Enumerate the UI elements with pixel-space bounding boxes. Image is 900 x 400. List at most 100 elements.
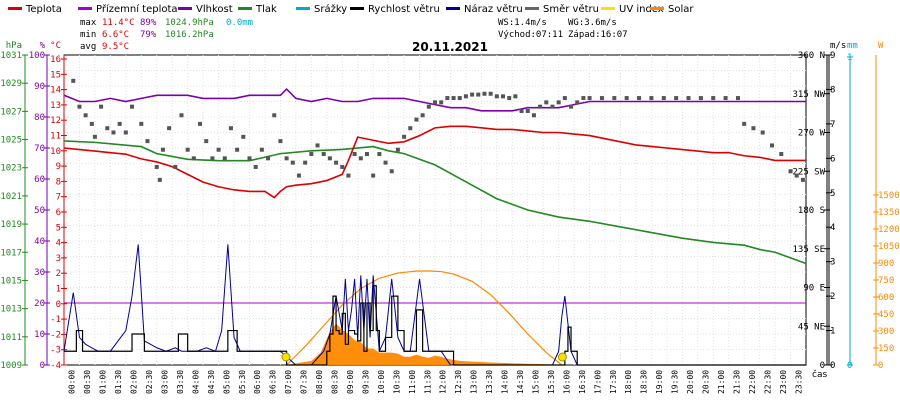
x-tick-label: 08:30	[331, 370, 340, 394]
humidity-axis-tick-label: 30	[34, 268, 45, 278]
stat-ws: WS:1.4m/s	[498, 18, 547, 28]
x-tick-label: 19:00	[655, 370, 664, 394]
x-tick-label: 23:30	[794, 370, 803, 394]
pressure-axis-tick-label: 1025	[0, 136, 22, 146]
wind-direction-point	[105, 126, 110, 131]
wind-direction-point	[315, 143, 320, 148]
solar-axis-tick-label: 450	[878, 310, 894, 320]
humidity-axis-tick-label: 70	[34, 144, 45, 154]
wind-direction-point	[334, 160, 339, 165]
series-solar-area	[286, 323, 562, 365]
temperature-axis-tick-label: 3	[56, 254, 61, 264]
wind-direction-point	[637, 96, 642, 101]
direction-axis-tick-label: 180 S	[798, 206, 825, 216]
wind-direction-point	[581, 96, 586, 101]
wind-direction-point	[160, 147, 165, 152]
wind-direction-point	[513, 94, 518, 99]
stat-min-label: min	[80, 30, 96, 40]
legend-label: Srážky	[314, 3, 347, 15]
direction-axis-tick-label: 360 N	[798, 51, 825, 61]
pressure-axis-tick-label: 1027	[0, 107, 22, 117]
wind-direction-point	[340, 164, 345, 169]
x-tick-label: 15:00	[531, 370, 540, 394]
x-tick-label: 20:30	[702, 370, 711, 394]
pressure-axis-tick-label: 1031	[0, 51, 22, 61]
rain-axis-tick-label: 1	[847, 53, 852, 63]
x-tick-label: 11:00	[408, 370, 417, 394]
series-temperature-line	[63, 125, 806, 199]
wind-direction-point	[482, 91, 487, 96]
wind-direction-point	[649, 96, 654, 101]
wind-direction-point	[476, 92, 481, 97]
wind-direction-point	[71, 78, 76, 83]
wind-direction-point	[154, 164, 159, 169]
legend-swatch	[601, 7, 615, 10]
wind-direction-point	[296, 173, 301, 178]
legend-swatch	[178, 7, 192, 10]
solar-axis-tick-label: 300	[878, 327, 894, 337]
wind-direction-point	[408, 126, 413, 131]
x-tick-label: 06:00	[253, 370, 262, 394]
temperature-axis-tick-label: 4	[56, 239, 61, 249]
pressure-axis-tick-label: 1009	[0, 361, 22, 371]
temperature-axis-tick-label: 7	[56, 193, 61, 203]
wind-direction-point	[117, 121, 122, 126]
x-tick-label: 06:30	[269, 370, 278, 394]
wind-direction-point	[216, 147, 221, 152]
wind-direction-point	[457, 96, 462, 101]
wind-direction-point	[327, 156, 332, 161]
x-tick-label: 03:30	[176, 370, 185, 394]
legend-swatch	[525, 7, 539, 10]
pressure-axis-tick-label: 1015	[0, 276, 22, 286]
wind-direction-point	[179, 113, 184, 118]
stat-sunrise: Východ:07:11	[498, 30, 563, 40]
humidity-axis-tick-label: 90	[34, 82, 45, 92]
wind-direction-point	[698, 96, 703, 101]
wind-direction-point	[123, 130, 128, 135]
wind-direction-point	[760, 130, 765, 135]
x-tick-label: 12:00	[439, 370, 448, 394]
x-tick-label: 07:00	[284, 370, 293, 394]
legend-label: Teplota	[25, 4, 62, 15]
wind-direction-point	[742, 121, 747, 126]
solar-axis-label: W	[878, 41, 884, 51]
wind-direction-point	[99, 104, 104, 109]
temperature-axis-tick-label: 14	[50, 86, 61, 96]
legend-label: Vlhkost	[196, 4, 233, 15]
x-tick-label: 22:30	[763, 370, 772, 394]
x-tick-label: 10:30	[392, 370, 401, 394]
sunrise-marker	[281, 352, 291, 362]
x-tick-label: 11:30	[423, 370, 432, 394]
wind-direction-point	[525, 108, 530, 113]
humidity-axis-label: %	[40, 41, 46, 51]
legend-label: UV index	[619, 4, 664, 15]
solar-axis-tick-label: 750	[878, 276, 894, 286]
x-tick-label: 16:00	[562, 370, 571, 394]
axes: hPa1031102910271025102310211019101710151…	[0, 41, 899, 371]
x-tick-label: 09:00	[346, 370, 355, 394]
pressure-axis-tick-label: 1023	[0, 164, 22, 174]
wind-axis-tick-label: 4	[830, 223, 835, 233]
temperature-axis-tick-label: 11	[50, 132, 61, 142]
wind-direction-point	[377, 152, 382, 157]
temperature-axis-tick-label: 0	[56, 300, 61, 310]
x-tick-label: 12:30	[454, 370, 463, 394]
temperature-axis-tick-label: -4	[50, 361, 61, 371]
x-tick-label: 15:30	[547, 370, 556, 394]
series-pressure-line	[63, 140, 807, 265]
direction-axis-tick-label: 315 NW	[792, 90, 825, 100]
wind-direction-point	[661, 96, 666, 101]
stat-max-label: max	[80, 18, 97, 28]
temperature-axis-tick-label: 6	[56, 208, 61, 218]
stat-min-press: 1016.2hPa	[165, 30, 214, 40]
solar-axis-tick-label: 1350	[878, 208, 900, 218]
wind-direction-point	[321, 152, 326, 157]
stat-max-rain: 0.0mm	[226, 18, 253, 28]
direction-axis-tick-label: 45 NE	[798, 322, 825, 332]
legend-label: Tlak	[255, 4, 277, 15]
wind-axis-tick-label: 7	[830, 120, 835, 130]
x-tick-label: 16:30	[578, 370, 587, 394]
humidity-axis-tick-label: 50	[34, 206, 45, 216]
legend-label: Solar	[668, 4, 694, 15]
